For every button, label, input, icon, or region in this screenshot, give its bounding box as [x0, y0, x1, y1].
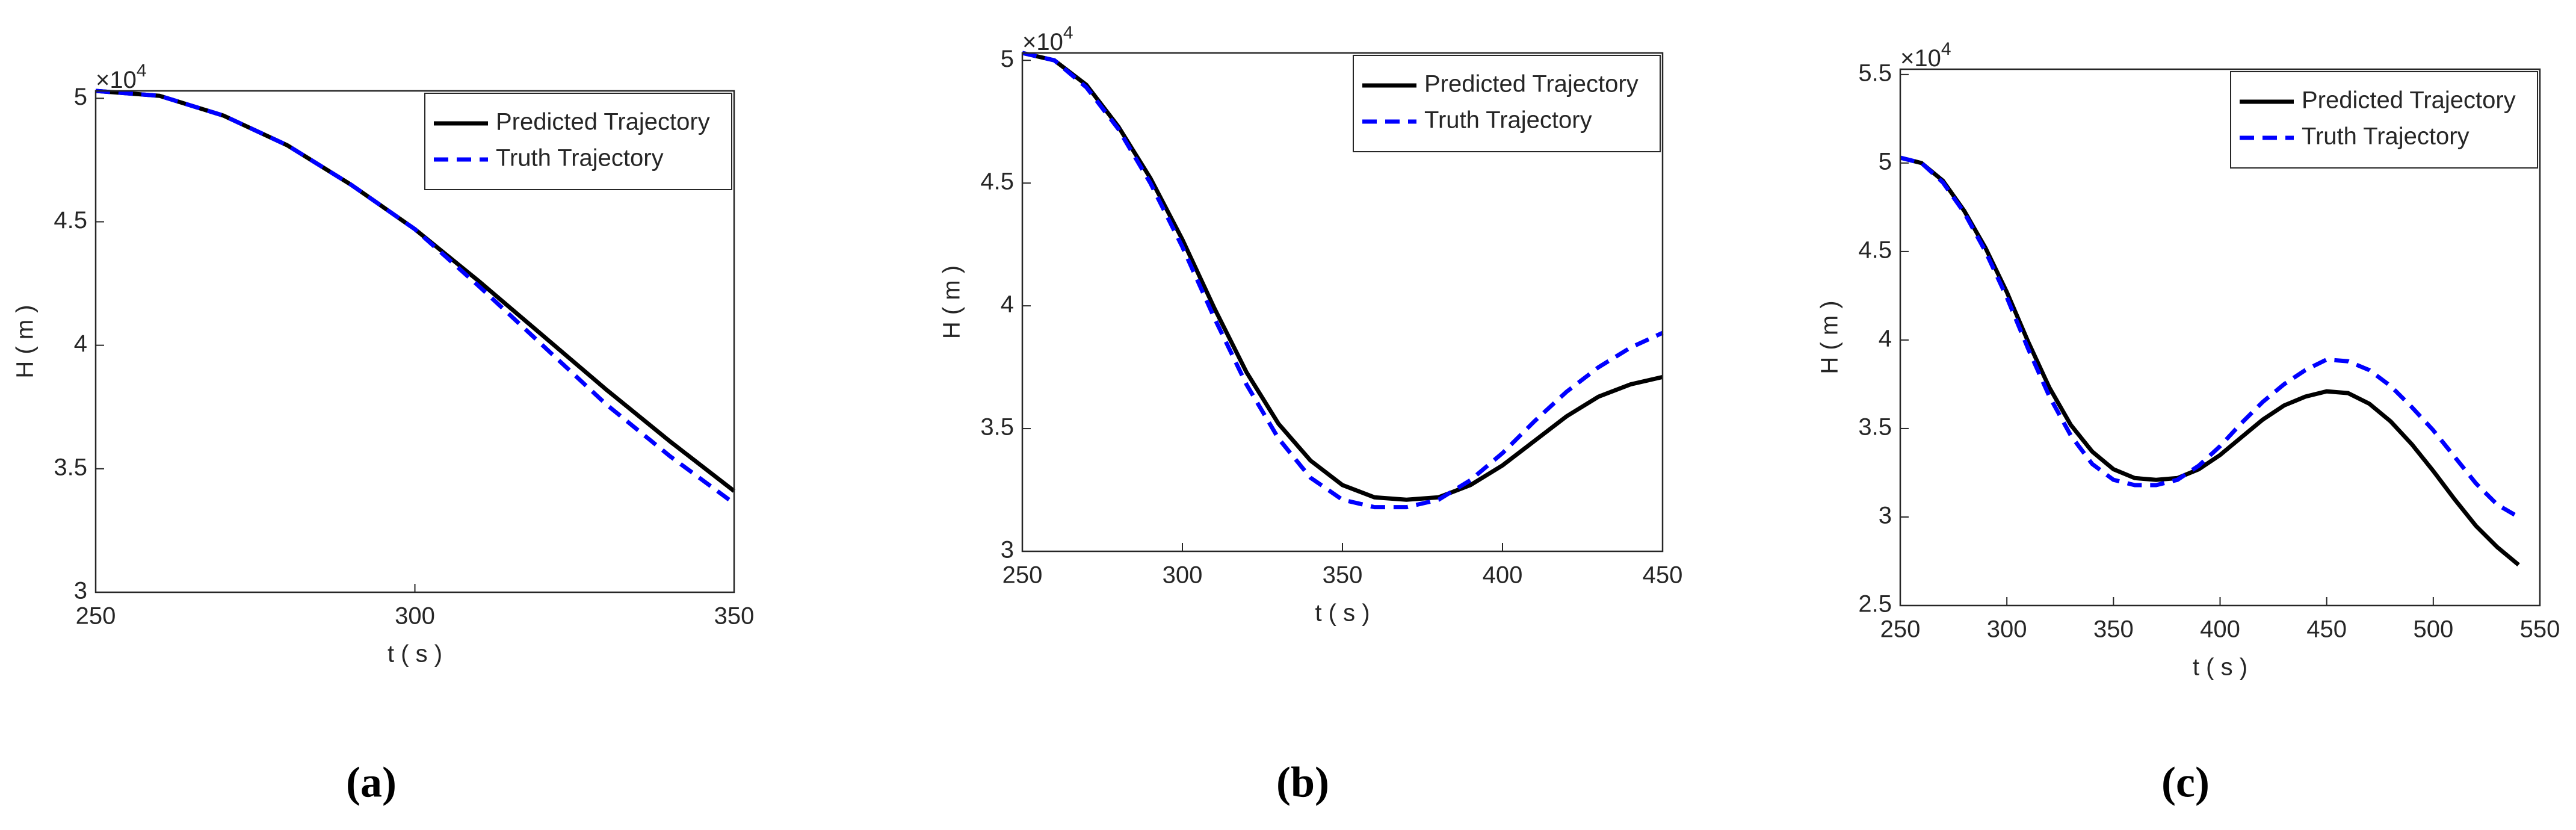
y-scale-exp: 4	[1063, 23, 1073, 43]
y-axis-label: H ( m )	[1817, 300, 1843, 374]
y-tick-label: 5	[1001, 46, 1014, 72]
y-tick-label: 5	[74, 84, 87, 110]
legend-label: Truth Trajectory	[496, 145, 664, 172]
data-line	[1022, 51, 1664, 510]
subplot: 250 300 350 400 450 500 550 2.5 3 3.5 4 4.5 5 5.5 t ( …	[1817, 39, 2560, 807]
y-tick-label: 3.5	[1858, 414, 1892, 441]
x-tick-label: 400	[1483, 562, 1523, 589]
y-tick-label: 3.5	[54, 454, 87, 480]
y-tick-label: 3	[74, 578, 87, 604]
y-axis-label: H ( m )	[12, 305, 39, 378]
x-tick-label: 400	[2200, 616, 2240, 643]
x-axis-label: t ( s )	[1315, 600, 1370, 627]
x-tick-label: 300	[1987, 616, 2027, 643]
legend-label: Truth Trajectory	[2302, 123, 2469, 150]
axes-frame	[1899, 68, 2541, 607]
y-scale-base: ×10	[96, 67, 137, 93]
x-tick-label: 450	[1643, 562, 1683, 589]
y-scale-base: ×10	[1900, 45, 1941, 72]
y-scale-base: ×10	[1022, 29, 1063, 55]
caption: (b)	[1276, 758, 1329, 807]
y-tick-label: 5.5	[1858, 60, 1892, 86]
legend-box	[424, 93, 732, 190]
subplot: 250 300 350 400 450 3 3.5 4 4.5 5 t ( s ) H ( m ) ×1…	[939, 23, 1683, 807]
x-tick-label: 250	[1002, 562, 1043, 589]
x-tick-label: 350	[1323, 562, 1363, 589]
x-tick-label: 300	[1163, 562, 1203, 589]
y-tick-label: 4	[1879, 325, 1892, 352]
data-line	[1900, 155, 2520, 567]
y-tick-label: 4.5	[980, 169, 1014, 195]
x-axis-label: t ( s )	[388, 641, 442, 667]
y-axis-label: H ( m )	[939, 265, 965, 339]
x-tick-label: 500	[2413, 616, 2453, 643]
x-axis-label: t ( s )	[2193, 654, 2247, 681]
legend-box	[1353, 55, 1661, 152]
data-line	[1900, 155, 2520, 519]
axes-frame	[94, 90, 735, 593]
y-tick-label: 5	[1879, 148, 1892, 175]
y-tick-label: 2.5	[1858, 591, 1892, 618]
legend-label: Predicted Trajectory	[496, 109, 710, 135]
y-tick-label: 3.5	[980, 414, 1014, 441]
axes-frame	[1021, 52, 1664, 553]
x-tick-label: 350	[714, 603, 755, 630]
y-scale-label: ×104	[96, 61, 147, 93]
y-tick-label: 3	[1001, 537, 1014, 563]
legend-label: Predicted Trajectory	[2302, 87, 2516, 114]
x-tick-label: 450	[2306, 616, 2347, 643]
y-scale-label: ×104	[1900, 39, 1951, 72]
data-line	[95, 88, 736, 506]
legend-label: Predicted Trajectory	[1424, 71, 1639, 98]
x-tick-label: 250	[76, 603, 116, 630]
x-tick-label: 250	[1880, 616, 1921, 643]
y-tick-label: 4	[74, 330, 87, 357]
legend-box	[2230, 71, 2538, 169]
caption: (a)	[346, 758, 397, 807]
y-tick-label: 3	[1879, 503, 1892, 529]
y-tick-label: 4.5	[54, 207, 87, 234]
y-tick-label: 4	[1001, 291, 1014, 318]
caption: (c)	[2161, 758, 2210, 807]
y-scale-exp: 4	[137, 61, 147, 81]
x-tick-label: 550	[2520, 616, 2560, 643]
legend-label: Truth Trajectory	[1424, 107, 1592, 134]
x-tick-label: 350	[2093, 616, 2134, 643]
y-scale-exp: 4	[1941, 39, 1951, 59]
y-tick-label: 4.5	[1858, 237, 1892, 263]
x-tick-label: 300	[395, 603, 435, 630]
y-scale-label: ×104	[1022, 23, 1073, 55]
